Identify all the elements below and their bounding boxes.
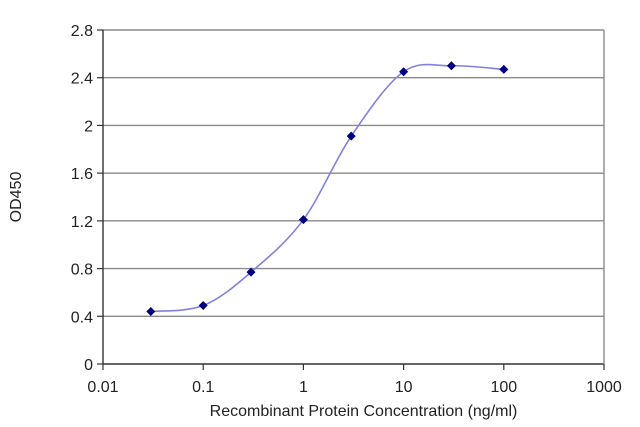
y-tick-label-6: 2.4 [71,71,93,88]
x-tick-label-2: 1 [299,379,308,396]
y-tick-labels: 0 0.4 0.8 1.2 1.6 2 2.4 2.8 [71,23,93,374]
x-tick-labels: 0.01 0.1 1 10 100 1000 [87,379,621,396]
plot-frame [97,29,605,370]
gridlines [103,29,604,317]
data-point-4 [346,131,356,141]
data-point-6 [446,61,456,71]
data-point-7 [499,64,509,74]
y-tick-label-7: 2.8 [71,23,93,40]
data-point-2 [246,267,256,277]
x-axis-label: Recombinant Protein Concentration (ng/ml… [210,403,518,420]
series-group [146,61,509,317]
x-tick-label-3: 10 [395,379,413,396]
x-tick-label-1: 0.1 [192,379,214,396]
y-tick-label-5: 2 [84,118,93,135]
y-tick-label-0: 0 [84,357,93,374]
y-axis-label: OD450 [8,172,25,223]
x-tick-label-5: 1000 [586,379,622,396]
y-tick-label-2: 0.8 [71,262,93,279]
y-tick-label-3: 1.2 [71,214,93,231]
data-point-1 [198,301,208,311]
series-0-line [150,63,504,313]
x-tick-label-0: 0.01 [87,379,118,396]
data-point-3 [298,215,308,225]
data-point-5 [399,67,409,77]
data-point-0 [146,307,156,317]
plot-area [103,30,604,364]
y-tick-label-1: 0.4 [71,309,93,326]
x-tick-label-4: 100 [490,379,517,396]
y-tick-label-4: 1.6 [71,166,93,183]
